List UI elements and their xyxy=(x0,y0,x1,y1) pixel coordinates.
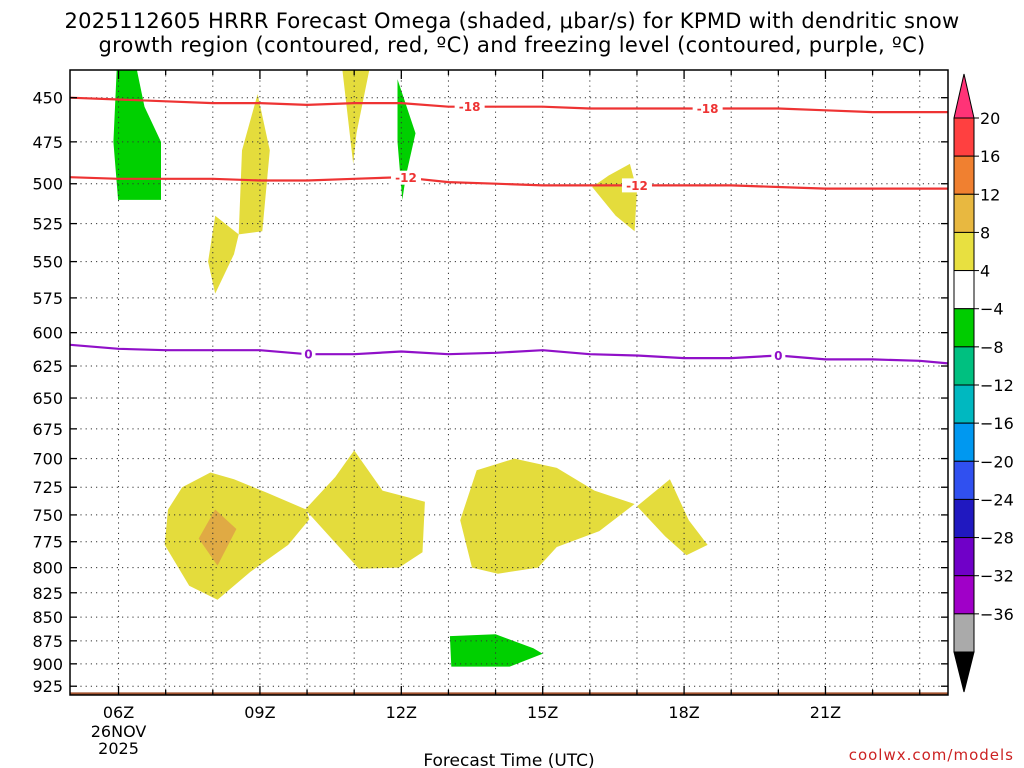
colorbar-label: −20 xyxy=(980,452,1014,471)
x-axis-label: Forecast Time (UTC) xyxy=(423,751,594,768)
chart-title-line1: 2025112605 HRRR Forecast Omega (shaded, … xyxy=(64,9,960,33)
y-tick-label: 525 xyxy=(32,215,63,234)
colorbar-swatch xyxy=(953,498,975,539)
y-tick-label: 625 xyxy=(32,357,63,376)
colorbar-swatch xyxy=(953,155,975,195)
omega-region-green-lower-14z xyxy=(449,634,543,667)
colorbar-label: −24 xyxy=(980,490,1014,509)
omega-region-yellow-17z-triangle xyxy=(592,163,637,232)
contour-label-bg xyxy=(301,347,316,362)
contour-label-snow-growth-upper: -18 xyxy=(459,100,481,114)
y-tick-label: 450 xyxy=(32,89,63,108)
x-tick-label: 09Z xyxy=(244,703,275,722)
contour-lines: -18 -18 -12 -12 0 0 xyxy=(70,96,948,365)
y-tick-label: 750 xyxy=(32,506,63,525)
y-tick-label: 675 xyxy=(32,420,63,439)
colorbar-swatch xyxy=(953,193,975,233)
colorbar-swatch xyxy=(953,270,975,310)
contour-snow-growth-upper xyxy=(70,96,948,114)
y-tick-label: 725 xyxy=(32,478,63,497)
colorbar-label: 8 xyxy=(980,223,990,242)
y-tick-label: 600 xyxy=(32,324,63,343)
contour-label-snow-growth-lower: -12 xyxy=(626,179,648,193)
contour-label-bg xyxy=(391,170,422,185)
contour-label-freezing-level: 0 xyxy=(774,349,782,363)
omega-region-yellow-lower-left xyxy=(164,472,310,600)
credit-text: coolwx.com/models xyxy=(848,746,1014,764)
colorbar-swatch xyxy=(953,537,975,577)
terrain-surface xyxy=(70,692,948,695)
contour-label-bg xyxy=(692,101,723,116)
y-tick-label: 500 xyxy=(32,175,63,194)
omega-region-yellow-09z-upper xyxy=(238,94,270,235)
colorbar-swatch xyxy=(953,308,975,348)
colorbar-swatch xyxy=(953,422,975,462)
y-tick-label: 925 xyxy=(32,677,63,696)
y-tick-label: 900 xyxy=(32,655,63,674)
contour-freezing-level xyxy=(70,343,948,365)
contour-label-snow-growth-upper: -18 xyxy=(697,102,719,116)
x-tick-label: 06Z xyxy=(103,703,134,722)
colorbar-swatch xyxy=(953,460,975,500)
contour-label-snow-growth-lower: -12 xyxy=(395,171,417,185)
y-tick-label: 775 xyxy=(32,533,63,552)
colorbar-swatch xyxy=(953,346,975,386)
colorbar-label: −8 xyxy=(980,338,1004,357)
x-tick-label: 21Z xyxy=(810,703,841,722)
colorbar-label: −4 xyxy=(980,300,1004,319)
colorbar-bottom-arrow xyxy=(953,651,975,693)
colorbar-swatch xyxy=(953,613,975,653)
contour-label-bg xyxy=(771,348,786,363)
colorbar-label: −12 xyxy=(980,376,1014,395)
y-axis: 450 475 500 525 550 575 600 625 650 675 700 725 750 7… xyxy=(32,89,948,696)
y-tick-label: 700 xyxy=(32,450,63,469)
x-tick-label: 12Z xyxy=(386,703,417,722)
omega-region-yellow-09z-lower xyxy=(208,215,239,294)
contour-label-freezing-level: 0 xyxy=(304,348,312,362)
colorbar-label: 4 xyxy=(980,262,990,281)
terrain-layer xyxy=(70,692,948,695)
omega-region-yellow-lower-18z xyxy=(637,479,708,556)
colorbar-swatch xyxy=(953,384,975,424)
omega-region-green-upper-left xyxy=(113,70,161,200)
colorbar-label: −36 xyxy=(980,605,1014,624)
contour-snow-growth-lower xyxy=(70,176,948,190)
shaded-regions xyxy=(113,70,708,667)
omega-region-yellow-lower-15z xyxy=(460,458,635,574)
y-tick-label: 800 xyxy=(32,559,63,578)
omega-region-orange-lower-left xyxy=(198,509,237,566)
colorbar-swatch xyxy=(953,117,975,157)
contour-label-bg xyxy=(454,99,485,114)
contour-label-bg xyxy=(621,178,652,193)
colorbar-top-arrow xyxy=(953,73,975,119)
colorbar-label: −32 xyxy=(980,567,1014,586)
x-tick-sublabel: 26NOV xyxy=(91,722,147,741)
colorbar-swatch xyxy=(953,575,975,615)
y-tick-label: 550 xyxy=(32,253,63,272)
colorbar-swatch xyxy=(953,231,975,272)
colorbar-label: −28 xyxy=(980,529,1014,548)
colorbar-label: 16 xyxy=(980,147,1000,166)
plot-frame xyxy=(69,69,949,696)
omega-region-yellow-lower-11z xyxy=(305,450,425,569)
grid-lines xyxy=(70,70,948,695)
omega-region-yellow-11z-sliver xyxy=(342,70,370,164)
y-tick-label: 575 xyxy=(32,289,63,308)
colorbar-label: 20 xyxy=(980,109,1000,128)
y-tick-label: 875 xyxy=(32,632,63,651)
omega-region-green-12z-sliver xyxy=(397,79,416,200)
y-tick-label: 850 xyxy=(32,608,63,627)
y-tick-label: 475 xyxy=(32,133,63,152)
x-tick-label: 18Z xyxy=(668,703,699,722)
x-tick-sublabel: 2025 xyxy=(98,739,139,758)
x-tick-label: 15Z xyxy=(527,703,558,722)
y-tick-label: 825 xyxy=(32,584,63,603)
colorbar-label: −16 xyxy=(980,414,1014,433)
chart-title-line2: growth region (contoured, red, ºC) and f… xyxy=(98,33,926,57)
colorbar: 20 16 12 8 4 −4 −8 −12 −16 −20 −24 −28 −32 −36 xyxy=(953,73,1014,693)
y-tick-label: 650 xyxy=(32,389,63,408)
colorbar-label: 12 xyxy=(980,185,1000,204)
